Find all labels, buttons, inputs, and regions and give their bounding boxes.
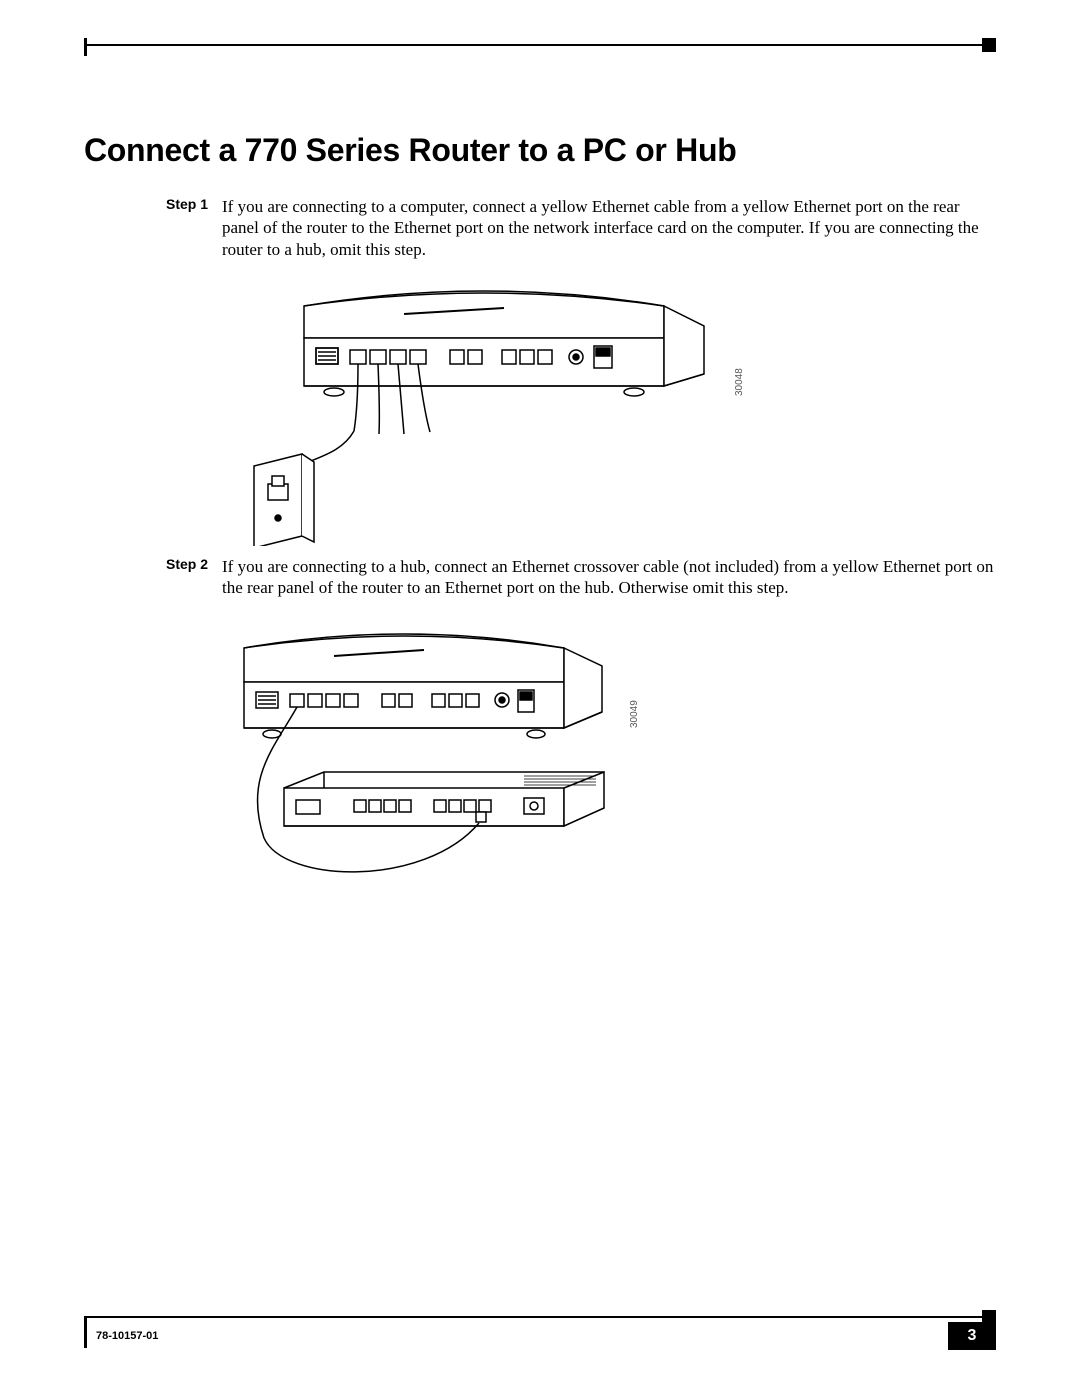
page-number: 3: [948, 1322, 996, 1350]
header-rule: [84, 44, 996, 46]
step-1-label: Step 1: [166, 196, 208, 212]
document-id: 78-10157-01: [96, 1330, 158, 1342]
footer-left-tick: [84, 1316, 87, 1348]
page-title: Connect a 770 Series Router to a PC or H…: [84, 132, 736, 169]
header-corner-marker: [982, 38, 996, 52]
footer-rule: [84, 1316, 996, 1318]
page-container: Connect a 770 Series Router to a PC or H…: [84, 36, 996, 1356]
figure-router-to-hub: 30049: [224, 608, 694, 908]
figure-router-to-pc: 30048: [224, 266, 744, 546]
router-to-pc-illustration: [224, 266, 744, 546]
figure-1-id: 30048: [734, 368, 745, 396]
step-2-text: If you are connecting to a hub, connect …: [222, 556, 996, 599]
router-to-hub-illustration: [224, 608, 694, 908]
figure-2-id: 30049: [629, 700, 640, 728]
header-left-tick: [84, 38, 87, 56]
step-1-text: If you are connecting to a computer, con…: [222, 196, 996, 260]
step-2-label: Step 2: [166, 556, 208, 572]
